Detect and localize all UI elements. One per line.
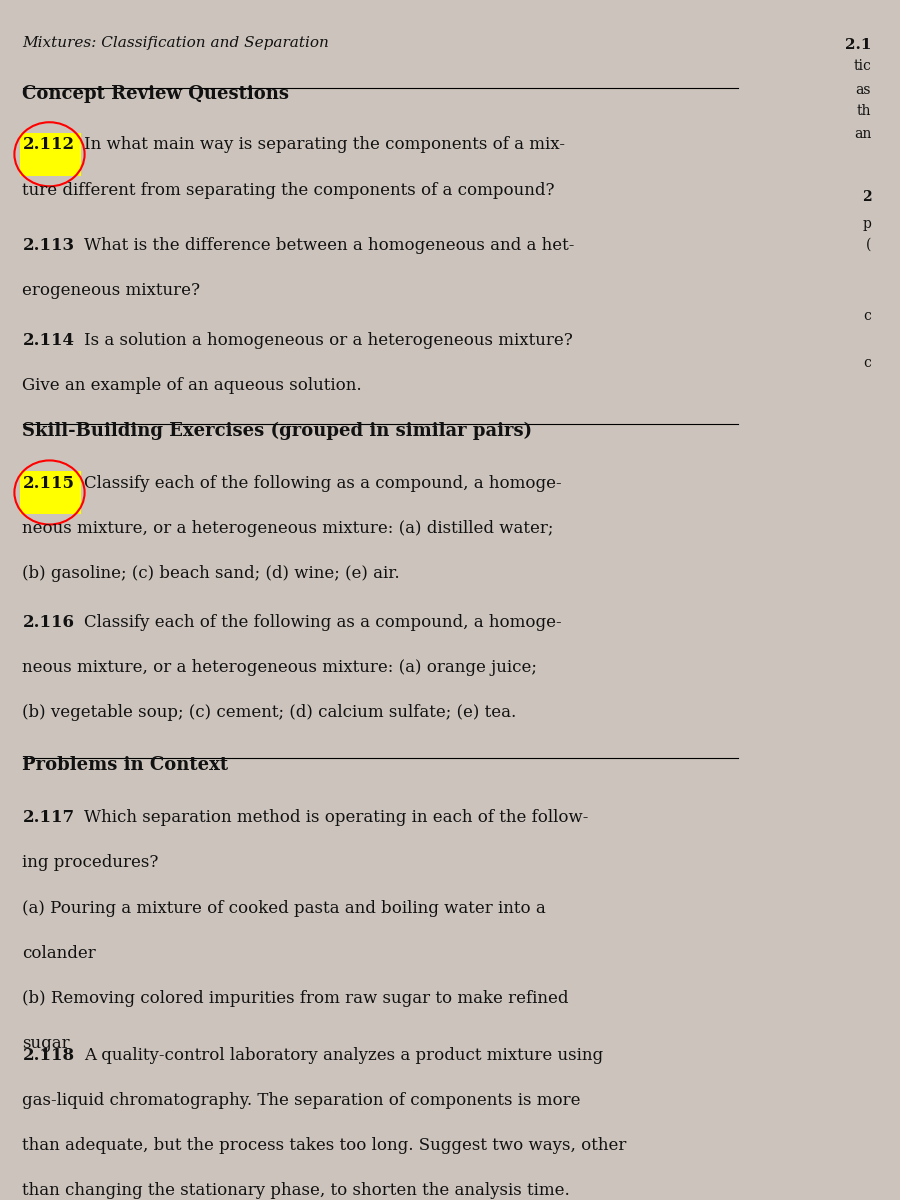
Text: (b) Removing colored impurities from raw sugar to make refined: (b) Removing colored impurities from raw… (22, 990, 569, 1007)
Text: 2.116: 2.116 (22, 613, 75, 630)
Text: than adequate, but the process takes too long. Suggest two ways, other: than adequate, but the process takes too… (22, 1136, 627, 1154)
Text: Is a solution a homogeneous or a heterogeneous mixture?: Is a solution a homogeneous or a heterog… (84, 332, 572, 349)
FancyBboxPatch shape (20, 133, 81, 175)
Text: c: c (863, 356, 871, 370)
Text: 2.118: 2.118 (22, 1046, 75, 1063)
Text: 2: 2 (861, 190, 871, 204)
Text: 2.115: 2.115 (22, 475, 75, 492)
Text: In what main way is separating the components of a mix-: In what main way is separating the compo… (84, 137, 564, 154)
FancyBboxPatch shape (20, 472, 81, 514)
Text: 2.112: 2.112 (22, 137, 75, 154)
Text: colander: colander (22, 944, 96, 961)
Text: Skill-Building Exercises (grouped in similar pairs): Skill-Building Exercises (grouped in sim… (22, 421, 533, 439)
Text: ing procedures?: ing procedures? (22, 854, 159, 871)
Text: c: c (863, 308, 871, 323)
Text: (b) vegetable soup; (c) cement; (d) calcium sulfate; (e) tea.: (b) vegetable soup; (c) cement; (d) calc… (22, 703, 517, 721)
Text: as: as (856, 83, 871, 97)
Text: 2.1: 2.1 (845, 38, 871, 52)
Text: (b) gasoline; (c) beach sand; (d) wine; (e) air.: (b) gasoline; (c) beach sand; (d) wine; … (22, 565, 400, 582)
Text: ture different from separating the components of a compound?: ture different from separating the compo… (22, 181, 555, 198)
Text: an: an (854, 127, 871, 140)
Text: neous mixture, or a heterogeneous mixture: (a) distilled water;: neous mixture, or a heterogeneous mixtur… (22, 520, 554, 536)
Text: sugar: sugar (22, 1034, 70, 1051)
Text: gas-liquid chromatography. The separation of components is more: gas-liquid chromatography. The separatio… (22, 1092, 581, 1109)
Text: Concept Review Questions: Concept Review Questions (22, 85, 290, 103)
Text: p: p (862, 217, 871, 232)
Text: Problems in Context: Problems in Context (22, 756, 229, 774)
Text: Mixtures: Classification and Separation: Mixtures: Classification and Separation (22, 36, 329, 49)
Text: than changing the stationary phase, to shorten the analysis time.: than changing the stationary phase, to s… (22, 1182, 571, 1199)
Text: 2.117: 2.117 (22, 809, 75, 827)
Text: 2.113: 2.113 (22, 238, 75, 254)
Text: th: th (857, 104, 871, 119)
Text: A quality-control laboratory analyzes a product mixture using: A quality-control laboratory analyzes a … (84, 1046, 603, 1063)
Text: neous mixture, or a heterogeneous mixture: (a) orange juice;: neous mixture, or a heterogeneous mixtur… (22, 659, 537, 676)
Text: erogeneous mixture?: erogeneous mixture? (22, 282, 201, 300)
Text: tic: tic (853, 59, 871, 73)
Text: Classify each of the following as a compound, a homoge-: Classify each of the following as a comp… (84, 613, 562, 630)
Text: Classify each of the following as a compound, a homoge-: Classify each of the following as a comp… (84, 475, 562, 492)
Text: What is the difference between a homogeneous and a het-: What is the difference between a homogen… (84, 238, 574, 254)
Text: Give an example of an aqueous solution.: Give an example of an aqueous solution. (22, 377, 362, 395)
Text: (: ( (866, 238, 871, 251)
Text: (a) Pouring a mixture of cooked pasta and boiling water into a: (a) Pouring a mixture of cooked pasta an… (22, 900, 546, 917)
Text: Which separation method is operating in each of the follow-: Which separation method is operating in … (84, 809, 588, 827)
Text: 2.114: 2.114 (22, 332, 75, 349)
